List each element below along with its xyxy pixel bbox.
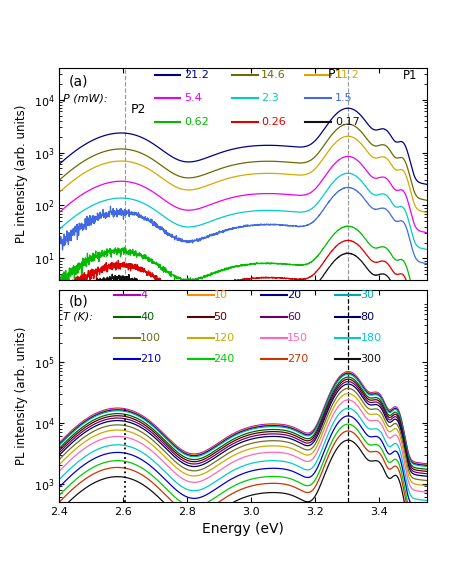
Y-axis label: PL intensity (arb. units): PL intensity (arb. units): [15, 327, 28, 465]
Text: 5.4: 5.4: [184, 94, 202, 103]
Text: 40: 40: [140, 311, 154, 321]
Text: 14.6: 14.6: [261, 70, 286, 80]
Text: 11.2: 11.2: [335, 70, 359, 80]
Text: 30: 30: [360, 290, 374, 301]
Text: 270: 270: [287, 354, 308, 364]
Text: 150: 150: [287, 333, 308, 343]
Text: 210: 210: [140, 354, 161, 364]
Text: (a): (a): [68, 74, 88, 88]
Text: 20: 20: [287, 290, 301, 301]
Text: P (mW):: P (mW):: [63, 94, 108, 103]
Text: 50: 50: [213, 311, 228, 321]
Text: 0.62: 0.62: [184, 117, 209, 127]
X-axis label: Energy (eV): Energy (eV): [202, 522, 284, 536]
Text: T (K):: T (K):: [63, 311, 93, 321]
Text: 21.2: 21.2: [184, 70, 209, 80]
Text: 10: 10: [213, 290, 228, 301]
Text: P1: P1: [403, 69, 417, 82]
Text: 180: 180: [360, 333, 382, 343]
Text: (b): (b): [68, 294, 88, 309]
Text: 1.5: 1.5: [335, 94, 352, 103]
Y-axis label: PL intensity (arb. units): PL intensity (arb. units): [15, 104, 28, 243]
Text: 100: 100: [140, 333, 161, 343]
Text: 300: 300: [360, 354, 382, 364]
Text: P2: P2: [131, 103, 146, 116]
Text: 80: 80: [360, 311, 374, 321]
Text: 4: 4: [140, 290, 147, 301]
Text: 120: 120: [213, 333, 235, 343]
Text: 60: 60: [287, 311, 301, 321]
Text: 0.26: 0.26: [261, 117, 286, 127]
Text: 240: 240: [213, 354, 235, 364]
Text: P1: P1: [328, 68, 343, 81]
Text: 2.3: 2.3: [261, 94, 279, 103]
Text: 0.17: 0.17: [335, 117, 359, 127]
